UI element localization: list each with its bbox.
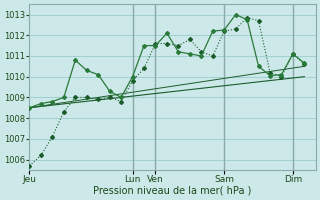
X-axis label: Pression niveau de la mer( hPa ): Pression niveau de la mer( hPa ) — [93, 186, 252, 196]
